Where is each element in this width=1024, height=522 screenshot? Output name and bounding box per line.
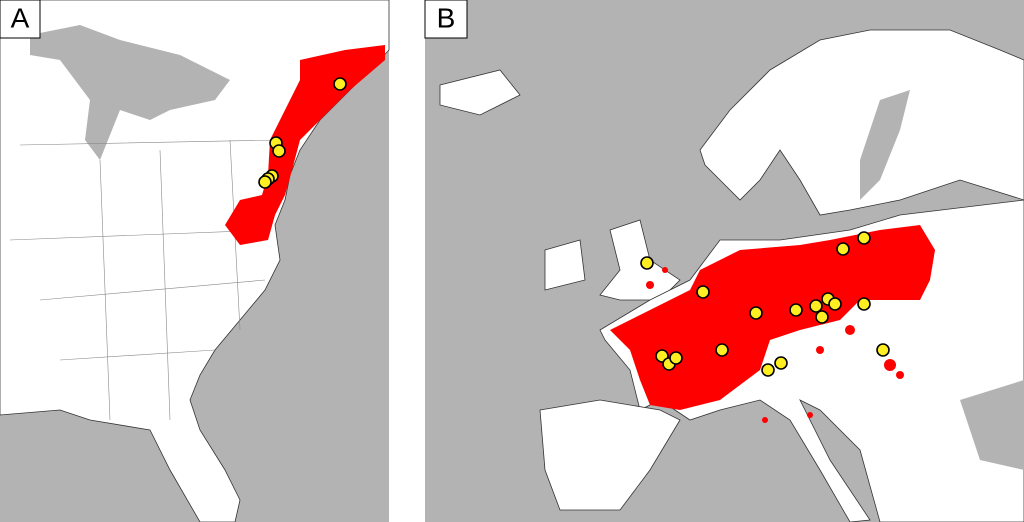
- label-box: [424, 0, 468, 39]
- range-patches: [646, 267, 904, 423]
- range: [225, 45, 385, 245]
- label-box: [0, 0, 41, 39]
- site: [857, 231, 871, 245]
- site: [809, 299, 823, 313]
- panel-b: B: [424, 0, 1024, 522]
- site: [696, 285, 710, 299]
- iceland: [439, 69, 521, 116]
- great-lakes: [30, 25, 230, 160]
- black-sea: [960, 380, 1024, 470]
- site: [815, 310, 829, 324]
- sample-sites: [258, 77, 347, 189]
- panel-a: A: [0, 0, 390, 522]
- site: [749, 306, 763, 320]
- site: [774, 356, 788, 370]
- scandinavia: [699, 29, 1024, 216]
- site: [333, 77, 347, 91]
- site: [640, 256, 654, 270]
- gulf: [860, 90, 910, 200]
- site: [715, 343, 729, 357]
- site: [272, 144, 286, 158]
- site: [761, 363, 775, 377]
- iberia: [539, 399, 681, 511]
- site: [836, 242, 850, 256]
- site: [828, 297, 842, 311]
- panel-label: A: [11, 2, 30, 33]
- site: [857, 297, 871, 311]
- sample-sites: [640, 231, 890, 377]
- range: [610, 225, 935, 410]
- panel-label: B: [437, 2, 456, 33]
- site: [789, 303, 803, 317]
- ireland: [544, 239, 586, 291]
- site: [258, 175, 272, 189]
- state-borders: [9, 139, 281, 421]
- site: [669, 351, 683, 365]
- site: [876, 343, 890, 357]
